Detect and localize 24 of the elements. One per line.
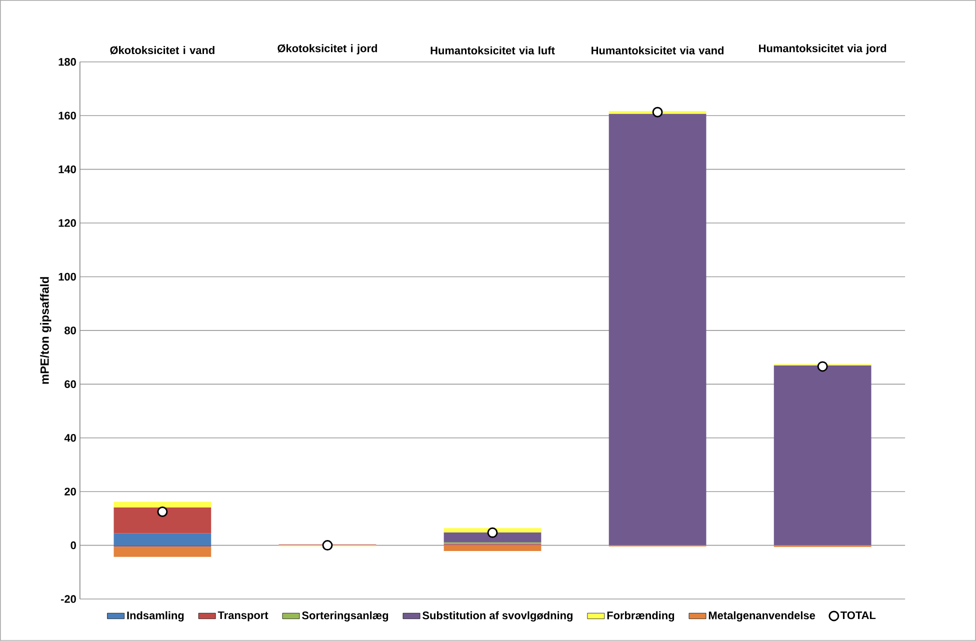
y-tick-label: 60 — [64, 380, 76, 388]
x-tick-label: Humantoksicitet via vand — [592, 46, 724, 54]
x-tick-label: Humantoksicitet via luft — [430, 46, 555, 54]
legend-label: Indsamling — [127, 611, 184, 622]
legend-label: Substitution af svovlgødning — [422, 611, 572, 622]
legend-label: Sorteringsanlæg — [302, 611, 388, 622]
x-tick-label: Humantoksicitet via jord — [759, 44, 886, 54]
y-tick-label: 160 — [58, 112, 76, 120]
y-tick-label: 0 — [70, 541, 76, 550]
y-tick-label: 120 — [58, 219, 76, 227]
y-tick-label: 80 — [64, 326, 76, 334]
y-tick-label: 180 — [58, 58, 76, 66]
legend-label: Metalgenanvendelse — [708, 611, 816, 622]
legend-label: Transport — [218, 611, 268, 622]
y-tick-label: 20 — [64, 488, 76, 496]
y-axis-title: mPE/ton gipsaffald — [40, 277, 52, 384]
x-tick-label: Økotoksicitet i vand — [110, 46, 214, 54]
y-tick-label: 100 — [58, 272, 76, 281]
y-tick-label: 140 — [58, 165, 76, 174]
y-tick-label: 40 — [64, 434, 76, 442]
legend-label: TOTAL — [840, 611, 876, 620]
y-tick-label: -20 — [60, 595, 76, 603]
x-tick-label: Økotoksicitet i jord — [278, 44, 377, 54]
legend-label: Forbrænding — [607, 611, 674, 622]
